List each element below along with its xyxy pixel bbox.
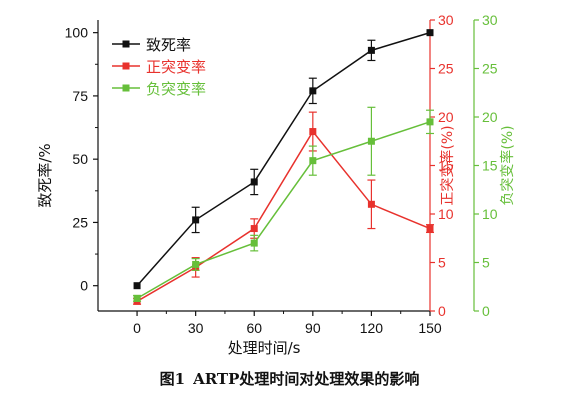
x-tick-label: 0: [133, 320, 141, 336]
data-point: [192, 216, 200, 224]
left-tick-label: 50: [72, 151, 88, 167]
right1-axis-label: 正突变率(%): [439, 125, 456, 205]
data-point: [367, 137, 375, 145]
series-line-2: [136, 130, 431, 302]
right2-axis-label: 负突变率(%): [499, 125, 516, 205]
right1-tick-label: 0: [438, 303, 446, 319]
left-tick-label: 75: [72, 88, 88, 104]
legend-marker: [122, 40, 130, 48]
x-tick-label: 150: [418, 320, 442, 336]
left-axis-label: 致死率/%: [36, 143, 54, 207]
chart: 0 30 60 90 120 150处理时间/s0255075100致死率/%051015…: [36, 12, 516, 357]
right2-tick-label: 15: [482, 158, 498, 174]
right1-tick-label: 10: [438, 206, 454, 222]
right1-tick-label: 20: [438, 109, 454, 125]
right2-tick-label: 0: [482, 303, 490, 319]
data-point: [133, 282, 141, 290]
legend-marker: [122, 84, 130, 92]
caption-text: ARTP处理时间对处理效果的影响: [193, 370, 420, 388]
data-point: [426, 225, 434, 233]
x-tick-label: 120: [360, 320, 384, 336]
data-point: [367, 200, 375, 208]
figure-caption: 图1 ARTP处理时间对处理效果的影响: [0, 368, 579, 389]
left-tick-label: 25: [72, 214, 88, 230]
left-tick-label: 100: [65, 25, 89, 41]
data-point: [309, 157, 317, 165]
right2-tick-label: 30: [482, 12, 498, 28]
right1-tick-label: 5: [438, 255, 446, 271]
data-point: [426, 118, 434, 126]
data-point: [133, 294, 141, 302]
x-tick-label: 90: [305, 320, 321, 336]
right1-tick-label: 15: [438, 158, 454, 174]
data-point: [192, 260, 200, 268]
data-point: [426, 29, 434, 37]
series-line-1: [136, 31, 431, 287]
right2-tick-label: 5: [482, 255, 490, 271]
data-point: [250, 225, 258, 233]
right1-tick-label: 30: [438, 12, 454, 28]
right2-tick-label: 20: [482, 109, 498, 125]
data-point: [250, 178, 258, 186]
left-tick-label: 0: [80, 278, 88, 294]
legend-label: 负突变率: [146, 80, 206, 98]
series-line-3: [136, 121, 431, 300]
x-axis-label: 处理时间/s: [228, 339, 301, 357]
data-point: [309, 128, 317, 136]
x-tick-label: 30: [188, 320, 204, 336]
caption-label: 图1: [159, 370, 186, 388]
legend-label: 致死率: [146, 36, 191, 54]
data-point: [309, 87, 317, 95]
legend-label: 正突变率: [146, 58, 206, 76]
legend-marker: [122, 62, 130, 70]
data-point: [367, 46, 375, 54]
right2-tick-label: 10: [482, 206, 498, 222]
right2-tick-label: 25: [482, 61, 498, 77]
x-tick-label: 60: [246, 320, 262, 336]
data-point: [250, 239, 258, 247]
right1-tick-label: 25: [438, 61, 454, 77]
